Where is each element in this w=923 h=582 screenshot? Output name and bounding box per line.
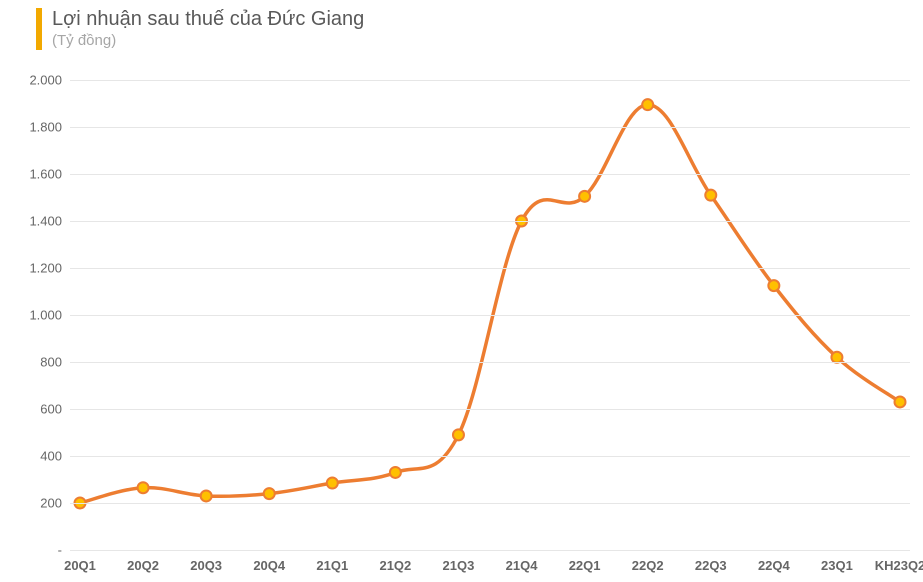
y-tick-label: 400 xyxy=(40,449,62,464)
y-tick-label: - xyxy=(58,543,62,558)
x-tick-label: 22Q1 xyxy=(569,558,601,573)
x-tick-label: 22Q3 xyxy=(695,558,727,573)
title-accent-bar xyxy=(36,8,42,50)
grid-line xyxy=(70,221,910,222)
chart-container: Lợi nhuận sau thuế của Đức Giang (Tỷ đồn… xyxy=(0,0,923,582)
x-tick-label: 21Q4 xyxy=(506,558,538,573)
y-tick-label: 600 xyxy=(40,402,62,417)
grid-line xyxy=(70,362,910,363)
x-tick-label: 20Q4 xyxy=(253,558,285,573)
y-tick-label: 1.000 xyxy=(29,308,62,323)
y-tick-label: 1.600 xyxy=(29,167,62,182)
grid-line xyxy=(70,80,910,81)
grid-line xyxy=(70,315,910,316)
series-line xyxy=(80,105,900,503)
data-point xyxy=(390,467,401,478)
grid-line xyxy=(70,503,910,504)
grid-line xyxy=(70,127,910,128)
x-tick-label: 22Q4 xyxy=(758,558,790,573)
data-point xyxy=(201,490,212,501)
grid-line xyxy=(70,174,910,175)
data-point xyxy=(642,99,653,110)
x-tick-label: 20Q2 xyxy=(127,558,159,573)
data-point xyxy=(453,429,464,440)
data-point xyxy=(895,396,906,407)
grid-line xyxy=(70,268,910,269)
x-tick-label: 22Q2 xyxy=(632,558,664,573)
data-point xyxy=(327,478,338,489)
y-tick-label: 200 xyxy=(40,496,62,511)
x-tick-label: 21Q3 xyxy=(443,558,475,573)
x-tick-label: 20Q3 xyxy=(190,558,222,573)
y-tick-label: 2.000 xyxy=(29,73,62,88)
grid-line xyxy=(70,409,910,410)
y-tick-label: 1.800 xyxy=(29,120,62,135)
y-tick-label: 1.400 xyxy=(29,214,62,229)
data-point xyxy=(705,190,716,201)
data-point xyxy=(579,191,590,202)
chart-title: Lợi nhuận sau thuế của Đức Giang xyxy=(52,8,364,30)
x-tick-label: 20Q1 xyxy=(64,558,96,573)
data-point xyxy=(138,482,149,493)
y-tick-label: 1.200 xyxy=(29,261,62,276)
data-point xyxy=(768,280,779,291)
x-tick-label: 21Q2 xyxy=(379,558,411,573)
chart-title-block: Lợi nhuận sau thuế của Đức Giang (Tỷ đồn… xyxy=(36,8,364,50)
x-tick-label: 21Q1 xyxy=(316,558,348,573)
plot-area: -2004006008001.0001.2001.4001.6001.8002.… xyxy=(70,80,910,550)
y-tick-label: 800 xyxy=(40,355,62,370)
data-point xyxy=(264,488,275,499)
grid-line xyxy=(70,456,910,457)
grid-line xyxy=(70,550,910,551)
x-tick-label: KH23Q2 xyxy=(875,558,923,573)
x-tick-label: 23Q1 xyxy=(821,558,853,573)
title-text-group: Lợi nhuận sau thuế của Đức Giang (Tỷ đồn… xyxy=(52,8,364,49)
chart-subtitle: (Tỷ đồng) xyxy=(52,32,364,49)
